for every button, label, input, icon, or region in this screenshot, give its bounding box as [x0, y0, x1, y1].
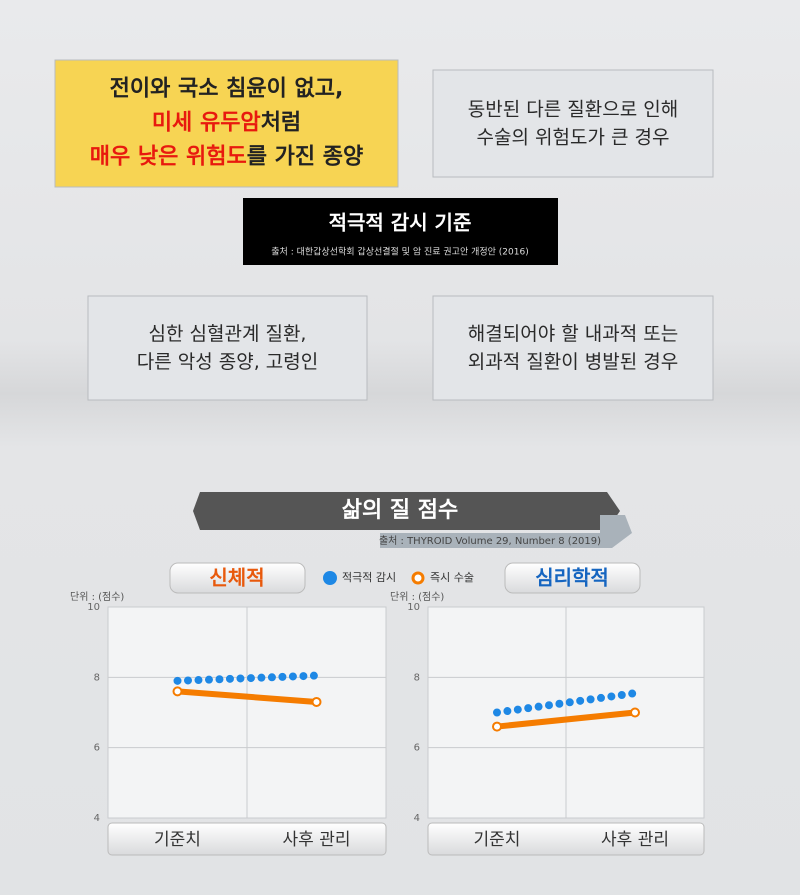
banner [193, 492, 620, 530]
y-tick-label: 6 [414, 743, 420, 754]
series-line [493, 689, 639, 717]
point [492, 721, 502, 732]
quality-source: 출처 : THYROID Volume 29, Number 8 (2019) [379, 535, 601, 547]
y-tick-label: 8 [414, 672, 420, 683]
x-tick-label: 기준치 [474, 830, 521, 850]
criteria-line: 매우 낮은 위험도를 가진 종양 [90, 144, 364, 170]
point [630, 707, 640, 718]
legend-marker [411, 571, 425, 585]
criteria-line: 전이와 국소 침윤이 없고, [110, 77, 344, 102]
legend-label: 즉시 수술 [430, 571, 474, 584]
criteria-title: 적극적 감시 기준 [329, 211, 472, 235]
point [172, 686, 183, 697]
criteria-line: 심한 심혈관계 질환, [149, 323, 307, 345]
criteria-text: 처럼 [261, 111, 301, 136]
criteria-text: 미세 유두암 [152, 111, 261, 136]
chart-title: 심리학적 [535, 566, 609, 590]
y-tick-label: 8 [94, 672, 100, 683]
criteria-text: 를 가진 종양 [247, 145, 364, 170]
criteria-text: 동반된 다른 질환으로 인해 [468, 98, 678, 120]
criteria-text: 해결되어야 할 내과적 또는 [468, 323, 678, 345]
legend-marker [323, 571, 337, 585]
criteria-source: 출처 : 대한갑상선학회 갑상선결절 및 암 진료 권고안 개정안 (2016) [271, 246, 528, 258]
criteria-text: 심한 심혈관계 질환, [149, 323, 307, 345]
category-box [107, 822, 387, 856]
criteria-line: 해결되어야 할 내과적 또는 [468, 323, 678, 345]
criteria-box [87, 295, 368, 401]
x-tick-label: 사후 관리 [601, 830, 669, 850]
criteria-text: 매우 낮은 위험도 [90, 144, 247, 170]
criteria-line: 수술의 위험도가 큰 경우 [477, 126, 670, 148]
title-button [169, 562, 306, 594]
criteria-line: 미세 유두암처럼 [152, 111, 301, 136]
criteria-text: 수술의 위험도가 큰 경우 [477, 126, 670, 148]
criteria-box [432, 295, 714, 401]
criteria-line: 다른 악성 종양, 고령인 [137, 351, 318, 373]
criteria-text: 전이와 국소 침윤이 없고, [110, 77, 344, 102]
legend-label: 적극적 감시 [342, 571, 396, 584]
title-button [504, 562, 641, 594]
y-tick-label: 4 [414, 813, 420, 824]
criteria-text: 다른 악성 종양, 고령인 [137, 351, 318, 373]
criteria-text: 외과적 질환이 병발된 경우 [468, 351, 678, 373]
y-tick-label: 4 [94, 813, 100, 824]
series-line [174, 688, 320, 705]
y-tick-label: 6 [94, 743, 100, 754]
banner-shadow [380, 515, 632, 548]
y-tick-label: 10 [87, 602, 100, 613]
point [311, 696, 322, 707]
criteria-title-box [243, 198, 558, 265]
y-label: 단위 : (점수) [70, 590, 124, 603]
y-label: 단위 : (점수) [390, 590, 444, 603]
quality-title: 삶의 질 점수 [342, 498, 459, 523]
x-tick-label: 기준치 [154, 830, 201, 850]
criteria-box [54, 59, 399, 188]
x-tick-label: 사후 관리 [283, 830, 351, 850]
series-line [173, 671, 321, 685]
criteria-line: 동반된 다른 질환으로 인해 [468, 98, 678, 120]
chart-title: 신체적 [209, 566, 264, 590]
criteria-line: 외과적 질환이 병발된 경우 [468, 351, 678, 373]
category-box [427, 822, 705, 856]
y-tick-label: 10 [407, 602, 420, 613]
criteria-box [432, 69, 714, 178]
series-line [494, 709, 638, 730]
